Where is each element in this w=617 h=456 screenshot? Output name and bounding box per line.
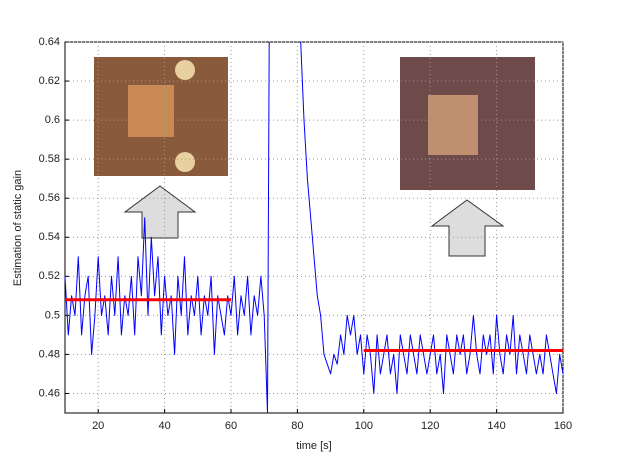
y-tick-label: 0.54 (39, 231, 60, 243)
y-tick-label: 0.62 (39, 75, 60, 87)
y-tick-label: 0.6 (45, 114, 60, 126)
y-tick-label: 0.58 (39, 153, 60, 165)
arrow-right (430, 199, 505, 257)
arrow-left (123, 185, 197, 239)
data-line (64, 41, 564, 414)
x-tick-label: 120 (421, 420, 439, 432)
y-tick-label: 0.48 (39, 348, 60, 360)
x-tick-label: 20 (92, 420, 104, 432)
x-tick-label: 40 (158, 420, 170, 432)
y-tick-label: 0.5 (45, 309, 60, 321)
y-tick-label: 0.52 (39, 270, 60, 282)
photo-left (94, 57, 228, 176)
x-tick-label: 160 (554, 420, 572, 432)
y-tick-label: 0.64 (39, 36, 60, 48)
photo-right (400, 57, 535, 190)
y-tick-label: 0.56 (39, 192, 60, 204)
x-tick-label: 100 (355, 420, 373, 432)
x-tick-label: 140 (487, 420, 505, 432)
x-axis-label: time [s] (296, 440, 331, 452)
y-tick-label: 0.46 (39, 387, 60, 399)
x-tick-label: 60 (225, 420, 237, 432)
y-axis-label: Estimation of static gain (12, 170, 24, 286)
x-tick-label: 80 (291, 420, 303, 432)
